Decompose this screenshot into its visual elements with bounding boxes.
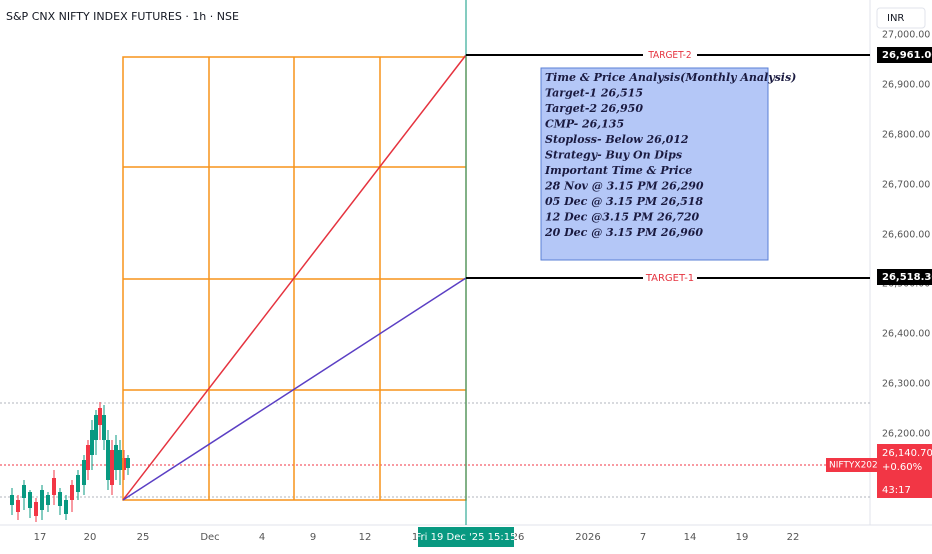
price-label: 26,200.00 (882, 429, 930, 440)
price-tag-text: 26,961.00 (882, 50, 932, 61)
last-price: 26,140.70 (882, 448, 932, 459)
time-label: 1 (412, 532, 418, 543)
price-label: 26,800.00 (882, 130, 930, 141)
time-label: 14 (684, 532, 697, 543)
candle-body (58, 492, 62, 506)
label-bg (643, 48, 697, 62)
last-price-tag (877, 444, 932, 498)
note-bg (540, 67, 769, 261)
time-label: 22 (787, 532, 800, 543)
candle-body (90, 430, 94, 455)
candle-body (10, 495, 14, 505)
candle-body (118, 450, 122, 470)
candle-body (40, 490, 44, 510)
price-label: 27,000.00 (882, 30, 930, 41)
note-line: Stoploss- Below 26,012 (545, 133, 689, 146)
level-label: TARGET-1 (645, 273, 694, 284)
candle-body (64, 500, 68, 514)
price-tag (877, 47, 932, 63)
candle-body (52, 478, 56, 495)
candle-body (106, 440, 110, 480)
time-label: 9 (310, 532, 316, 543)
time-label: 4 (259, 532, 265, 543)
cursor-label: Fri 19 Dec '25 15:15 (416, 532, 517, 543)
candle-body (46, 495, 50, 505)
candle-body (28, 492, 32, 508)
price-label: 26,400.00 (882, 329, 930, 340)
note-box: Time & Price Analysis(Monthly Analysis) T… (540, 67, 796, 261)
time-label: Dec (200, 532, 219, 543)
cursor-label-bg (418, 527, 514, 547)
currency-box (876, 7, 926, 29)
time-label: 2026 (575, 532, 600, 543)
note-line: Target-1 26,515 (545, 87, 643, 100)
candle-body (82, 460, 86, 485)
candle-body (98, 408, 102, 425)
time-label: 19 (736, 532, 749, 543)
candle-body (102, 415, 106, 440)
price-label: 26,300.00 (882, 379, 930, 390)
symbol-tag-text: NIFTYX2025 (829, 461, 883, 471)
note-line: 20 Dec @ 3.15 PM 26,960 (544, 226, 703, 239)
label-bg (643, 271, 697, 285)
candle-body (16, 500, 20, 512)
candle-body (122, 458, 126, 470)
candle-body (86, 445, 90, 470)
candle-body (110, 450, 114, 485)
level-label: TARGET-2 (647, 50, 691, 61)
time-label: 17 (34, 532, 47, 543)
candle-body (70, 485, 74, 500)
time-label: 7 (640, 532, 646, 543)
symbol-tag (826, 458, 878, 472)
trend-line (122, 277, 467, 501)
note-line: Important Time & Price (544, 164, 692, 177)
title: S&P CNX NIFTY INDEX FUTURES · 1h · NSE (6, 10, 239, 23)
price-tag (877, 269, 932, 285)
note-line: 05 Dec @ 3.15 PM 26,518 (545, 195, 703, 208)
candle-body (76, 475, 80, 492)
price-tag-text: 26,518.30 (882, 272, 932, 283)
candle-body (34, 502, 38, 516)
last-change: +0.60% (882, 462, 922, 473)
time-label: 25 (137, 532, 150, 543)
currency: INR (887, 13, 904, 24)
time-label: 26 (512, 532, 525, 543)
candle-body (126, 458, 130, 468)
candles (10, 402, 130, 522)
note-line: Target-2 26,950 (545, 102, 643, 115)
note-line: Strategy- Buy On Dips (545, 149, 682, 162)
candle-body (94, 415, 98, 440)
price-label: 26,600.00 (882, 230, 930, 241)
candle-body (22, 485, 26, 498)
trend-line (122, 54, 467, 501)
note-line: Time & Price Analysis(Monthly Analysis) (545, 71, 796, 84)
price-label: 26,900.00 (882, 80, 930, 91)
time-label: 20 (84, 532, 97, 543)
time-label: 12 (359, 532, 372, 543)
price-label: 26,700.00 (882, 180, 930, 191)
countdown: 43:17 (882, 485, 911, 496)
note-line: CMP- 26,135 (545, 118, 624, 131)
candle-body (114, 445, 118, 470)
note-line: 12 Dec @3.15 PM 26,720 (545, 211, 700, 224)
note-line: 28 Nov @ 3.15 PM 26,290 (544, 180, 704, 193)
